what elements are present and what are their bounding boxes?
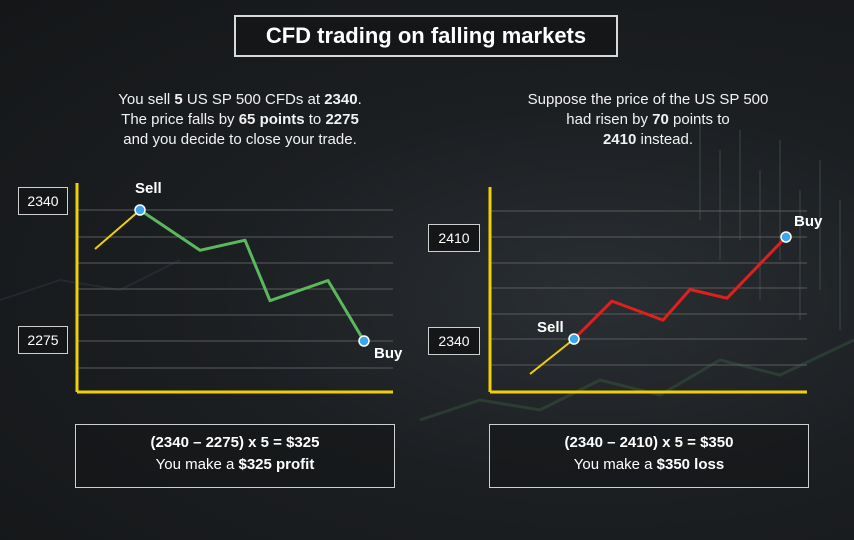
right-buy-marker	[780, 231, 792, 243]
left-upper-value: 2340	[27, 193, 59, 209]
right-lower-value-box: 2340	[428, 327, 480, 355]
right-result-line: You make a $350 loss	[573, 456, 725, 473]
left-description: You sell 5 US SP 500 CFDs at 2340. The p…	[70, 90, 410, 150]
right-result-box: (2340 – 2410) x 5 = $350 You make a $350…	[489, 424, 809, 488]
left-buy-label: Buy	[374, 345, 403, 362]
right-price-line	[572, 235, 788, 341]
right-buy-label: Buy	[794, 213, 823, 230]
right-description-line-3: 2410 instead.	[602, 131, 694, 148]
right-lower-value: 2340	[438, 333, 470, 349]
left-lower-value: 2275	[27, 332, 59, 348]
right-upper-value-box: 2410	[428, 224, 480, 252]
page-title: CFD trading on falling markets	[265, 23, 587, 48]
left-result-equation: (2340 – 2275) x 5 = $325	[150, 434, 320, 451]
left-result-box: (2340 – 2275) x 5 = $325 You make a $325…	[75, 424, 395, 488]
left-upper-value-box: 2340	[18, 187, 68, 215]
left-price-line	[139, 208, 366, 342]
right-lead-in-line	[529, 338, 575, 375]
right-description-line-2: had risen by 70 points to	[566, 111, 730, 128]
left-result-line: You make a $325 profit	[155, 456, 315, 473]
right-sell-marker	[568, 333, 580, 345]
left-description-line-2: The price falls by 65 points to 2275	[121, 111, 359, 128]
left-sell-marker	[134, 204, 146, 216]
left-description-line-1: You sell 5 US SP 500 CFDs at 2340.	[118, 91, 362, 108]
right-description: Suppose the price of the US SP 500 had r…	[478, 90, 818, 150]
right-upper-value: 2410	[438, 230, 470, 246]
right-sell-label: Sell	[537, 319, 564, 336]
left-lead-in-line	[94, 209, 141, 250]
right-result-equation: (2340 – 2410) x 5 = $350	[564, 434, 734, 451]
left-buy-marker	[358, 335, 370, 347]
title-box: CFD trading on falling markets	[234, 15, 618, 57]
left-lower-value-box: 2275	[18, 326, 68, 354]
left-description-line-3: and you decide to close your trade.	[123, 131, 357, 148]
right-description-line-1: Suppose the price of the US SP 500	[527, 91, 769, 108]
left-sell-label: Sell	[135, 180, 162, 197]
